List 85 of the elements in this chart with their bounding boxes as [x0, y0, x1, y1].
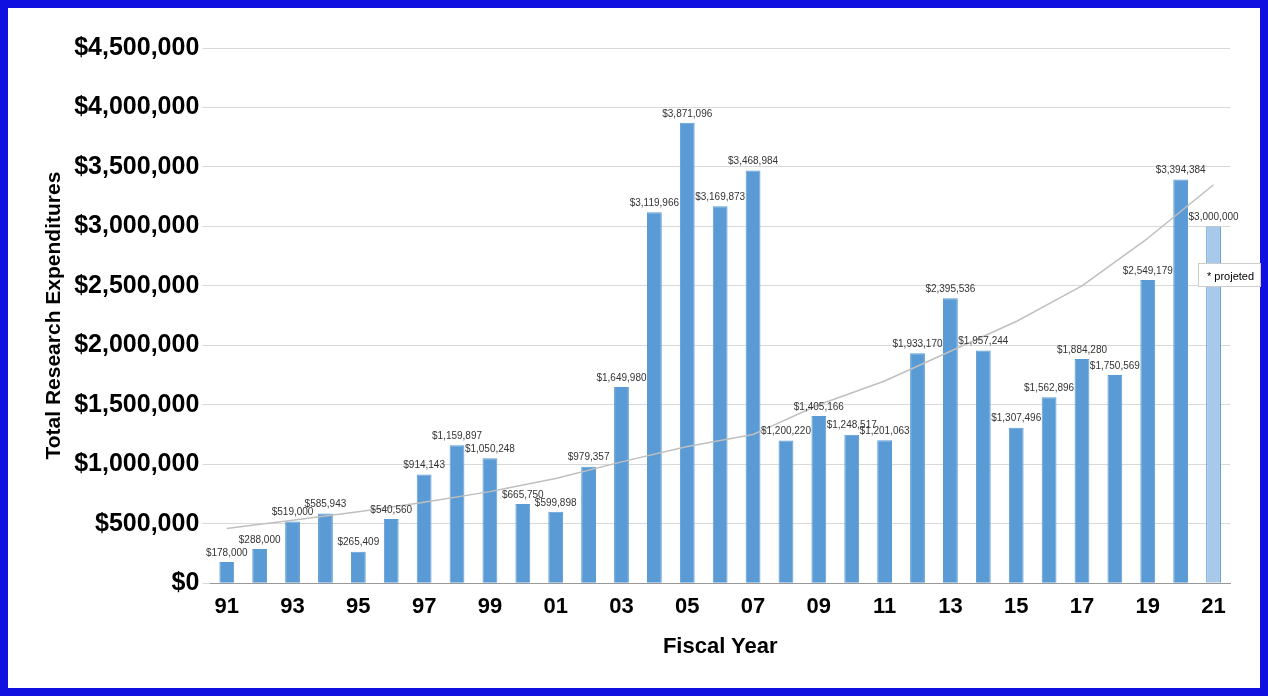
- y-tick-label: $3,500,000: [74, 150, 200, 179]
- bar: [383, 518, 399, 583]
- data-label: $3,000,000: [1188, 211, 1240, 223]
- x-tick-label: 01: [543, 593, 568, 619]
- bar: [844, 434, 860, 583]
- x-tick-label: 91: [214, 593, 240, 619]
- bar: [1140, 280, 1156, 583]
- data-label: $288,000: [238, 533, 281, 545]
- data-label: $1,957,244: [958, 335, 1009, 347]
- data-label: $2,395,536: [925, 283, 976, 295]
- bar: [416, 474, 432, 583]
- bar: [482, 458, 498, 583]
- bar: [975, 350, 991, 583]
- bar: [614, 386, 629, 583]
- bar: [1074, 359, 1090, 583]
- bar: [877, 440, 893, 583]
- bar: [1173, 179, 1189, 583]
- data-label: $665,750: [501, 488, 545, 500]
- bar: [318, 513, 333, 583]
- data-label: $3,119,966: [629, 196, 680, 208]
- data-label: $3,169,873: [695, 190, 746, 202]
- x-tick-label: 93: [280, 593, 305, 619]
- bar: [1008, 427, 1024, 583]
- data-label: $914,143: [403, 459, 446, 471]
- x-tick-label: 05: [675, 593, 700, 619]
- bar: [910, 353, 925, 583]
- bar: [646, 212, 662, 583]
- bar: [943, 298, 958, 583]
- data-label: $3,394,384: [1155, 164, 1207, 176]
- bar: [745, 170, 761, 583]
- bar: [285, 521, 300, 583]
- y-tick-label: $2,500,000: [74, 269, 200, 298]
- y-tick-label: $1,000,000: [74, 448, 200, 477]
- data-label: $1,200,220: [760, 425, 812, 437]
- data-label: $1,307,496: [991, 412, 1042, 424]
- x-tick-label: 17: [1069, 593, 1095, 619]
- bar: [350, 551, 366, 583]
- data-label: $979,357: [567, 451, 610, 463]
- x-tick-label: 15: [1003, 593, 1029, 619]
- x-tick-label: 19: [1135, 593, 1161, 619]
- bar: [548, 511, 564, 583]
- x-tick-label: 11: [872, 593, 897, 619]
- data-label: $3,468,984: [728, 155, 779, 167]
- data-label: $178,000: [205, 546, 249, 558]
- data-label: $2,549,179: [1122, 264, 1174, 276]
- y-tick-label: $500,000: [95, 507, 200, 536]
- data-label: $3,871,096: [662, 107, 713, 119]
- bar: [778, 440, 794, 583]
- annotation: * projeted: [1198, 263, 1262, 287]
- bar: [712, 206, 728, 583]
- bar: [1107, 375, 1123, 583]
- x-tick-label: 13: [938, 593, 963, 619]
- data-label: $265,409: [337, 536, 380, 548]
- y-tick-label: $4,000,000: [74, 91, 200, 120]
- bar: [811, 416, 827, 583]
- bar: [252, 548, 268, 583]
- data-label: $540,560: [370, 503, 413, 515]
- y-tick-label: $3,000,000: [74, 210, 200, 239]
- data-label: $1,562,896: [1024, 382, 1075, 394]
- y-tick-label: $4,500,000: [74, 31, 200, 60]
- data-label: $1,159,897: [431, 430, 483, 441]
- data-label: $1,933,170: [892, 338, 943, 350]
- y-tick-label: $1,500,000: [74, 388, 200, 417]
- x-tick-label: 09: [806, 593, 832, 619]
- y-tick-label: $0: [171, 567, 200, 596]
- bar: [1041, 397, 1057, 583]
- x-tick-label: 95: [346, 593, 371, 619]
- data-label: $1,649,980: [596, 371, 647, 383]
- y-tick-label: $2,000,000: [74, 329, 200, 358]
- x-tick-label: 03: [609, 593, 634, 619]
- bar: [581, 466, 596, 583]
- bar: [449, 445, 465, 583]
- data-label: $1,884,280: [1056, 343, 1108, 355]
- bar: [219, 562, 235, 583]
- x-axis-title: Fiscal Year: [662, 632, 778, 658]
- x-tick-label: 99: [477, 593, 503, 619]
- x-tick-label: 21: [1201, 593, 1226, 619]
- bar: [515, 504, 531, 583]
- data-label: $1,405,166: [793, 400, 845, 412]
- x-tick-label: 07: [740, 593, 766, 619]
- data-label: $1,050,248: [464, 443, 516, 455]
- x-tick-label: 97: [411, 593, 437, 619]
- bar: [679, 122, 695, 583]
- data-label: $1,750,569: [1089, 359, 1141, 371]
- y-axis-title: Total Research Expenditures: [41, 171, 65, 460]
